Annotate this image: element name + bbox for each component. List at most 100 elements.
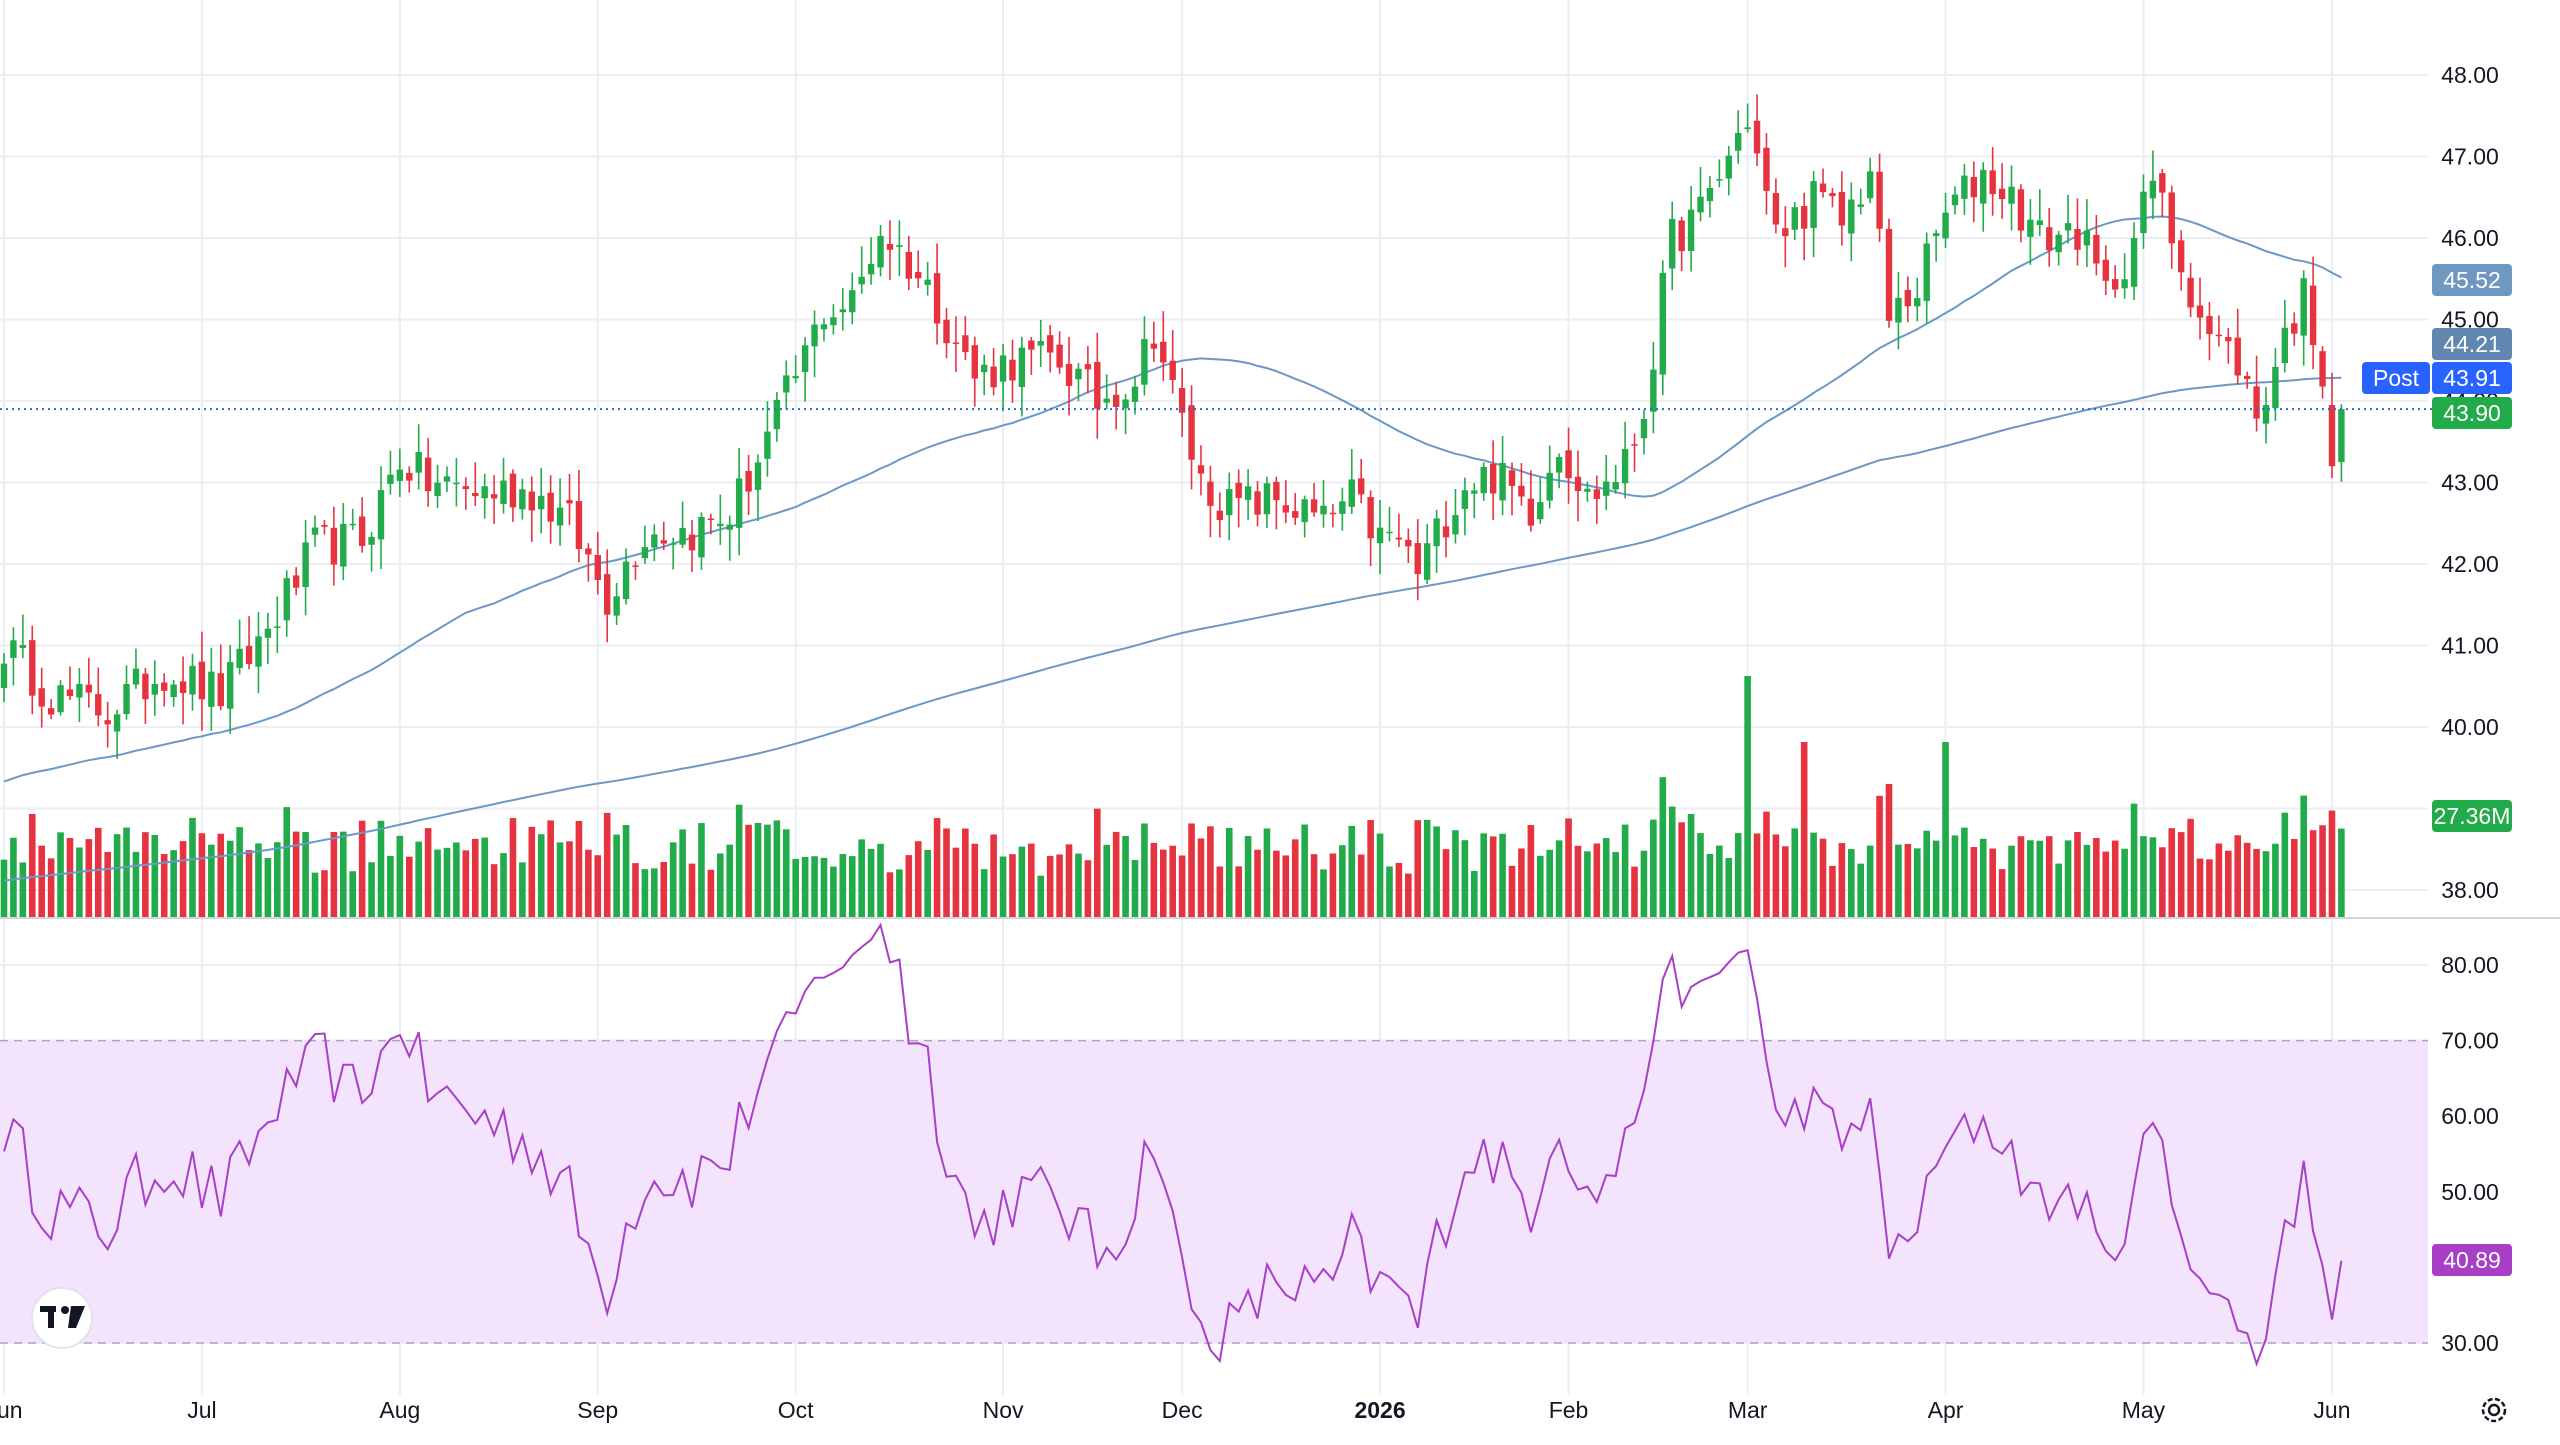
candle-body — [2046, 227, 2053, 251]
volume-bar — [1376, 833, 1384, 918]
volume-bar — [1329, 853, 1337, 918]
candle-body — [66, 689, 74, 697]
candle-body — [142, 673, 149, 700]
volume-bar — [292, 831, 300, 918]
rsi-tick-label: 50.00 — [2441, 1179, 2499, 1205]
volume-bar — [1602, 838, 1610, 918]
candle-body — [1669, 218, 1676, 269]
candle-body — [1037, 341, 1044, 346]
tradingview-logo-icon[interactable] — [31, 1287, 93, 1349]
candle-body — [1763, 147, 1770, 191]
volume-bar — [1555, 840, 1563, 918]
settings-gear-icon[interactable] — [2481, 1397, 2507, 1423]
last-price-badge-bg — [2432, 397, 2512, 429]
volume-bar — [1734, 833, 1742, 918]
candle-body — [754, 462, 762, 490]
volume-bar — [1207, 826, 1214, 918]
volume-bar — [1423, 819, 1431, 918]
volume-bar — [85, 839, 93, 918]
volume-bar — [1461, 840, 1469, 918]
candle-body — [2243, 375, 2251, 380]
candle-body — [604, 574, 611, 615]
volume-bar — [1612, 852, 1619, 918]
volume-bar — [1339, 845, 1346, 918]
volume-bar — [1037, 875, 1045, 918]
candle-body — [2338, 409, 2345, 463]
candle-body — [170, 684, 177, 698]
candle-body — [1980, 169, 1987, 204]
volume-bar — [2159, 847, 2166, 918]
candle-body — [1631, 444, 1638, 446]
volume-bar — [594, 855, 602, 918]
volume-bar — [547, 820, 554, 918]
candle-body — [1254, 491, 1261, 515]
price-tick-label: 47.00 — [2441, 144, 2499, 170]
volume-bar — [1848, 849, 1855, 918]
rsi-indicator — [3, 922, 2343, 1368]
time-tick-label: Jun — [2313, 1397, 2350, 1423]
time-tick-label: Apr — [1928, 1397, 1964, 1423]
volume-bar — [368, 862, 375, 918]
volume-badge-bg — [2432, 800, 2512, 832]
volume-bar — [1367, 820, 1374, 918]
volume-bar — [792, 858, 799, 918]
volume-bar — [170, 850, 177, 918]
volume-bar — [848, 856, 856, 918]
volume-bar — [462, 850, 470, 918]
candle-body — [1433, 518, 1440, 547]
time-axis[interactable]: Jun Jul Aug Sep Oct Nov Dec 2026 Feb Mar Apr May Jun — [0, 1397, 2351, 1423]
rsi-line — [3, 922, 2343, 1368]
candle-body — [783, 375, 790, 393]
volume-bar — [820, 857, 828, 918]
candle-body — [453, 482, 460, 485]
candle-body — [1848, 199, 1855, 234]
volume-bar — [500, 853, 507, 918]
candle-body — [933, 273, 941, 324]
volume-bar — [2102, 851, 2110, 918]
candle-body — [1084, 364, 1092, 370]
candle-body — [1226, 489, 1233, 516]
candle-body — [415, 452, 422, 473]
candle-body — [2140, 191, 2147, 234]
volume-bar — [566, 841, 573, 918]
price-tick-label: 42.00 — [2441, 551, 2499, 577]
candle-body — [217, 673, 224, 707]
volume-bar — [1301, 824, 1308, 918]
candle-body — [2300, 278, 2307, 336]
volume-bar — [160, 854, 168, 918]
volume-bar — [358, 820, 366, 918]
volume-bar — [1932, 840, 1940, 918]
volume-bar — [1904, 843, 1912, 918]
candle-body — [132, 668, 140, 685]
candle-body — [1489, 463, 1497, 494]
time-tick-label: Sep — [577, 1397, 618, 1423]
candle-body — [1810, 181, 1817, 229]
candle-body — [274, 626, 281, 628]
candle-body — [792, 376, 799, 379]
volume-bar — [811, 856, 818, 918]
candle-body — [1414, 543, 1421, 575]
candle-body — [688, 534, 696, 551]
candle-body — [1103, 398, 1110, 403]
volume-bar — [302, 831, 309, 918]
rsi-tick-label: 80.00 — [2441, 952, 2499, 978]
price-tick-label: 38.00 — [2441, 877, 2499, 903]
candle-body — [999, 355, 1007, 382]
volume-bar — [943, 828, 950, 918]
candle-body — [47, 708, 55, 715]
candle-body — [1320, 505, 1327, 515]
volume-bar — [2290, 838, 2298, 918]
candle-body — [547, 492, 554, 522]
candle-body — [1574, 476, 1582, 492]
volume-bar — [1084, 860, 1092, 918]
ma-200-badge-bg — [2432, 328, 2512, 360]
volume-bar — [1178, 855, 1186, 918]
volume-bar — [754, 822, 762, 918]
time-tick-label: Jun — [0, 1397, 23, 1423]
volume-bar — [151, 835, 159, 918]
volume-bar — [2130, 803, 2138, 918]
candle-body — [990, 366, 997, 388]
volume-bar — [189, 817, 196, 918]
